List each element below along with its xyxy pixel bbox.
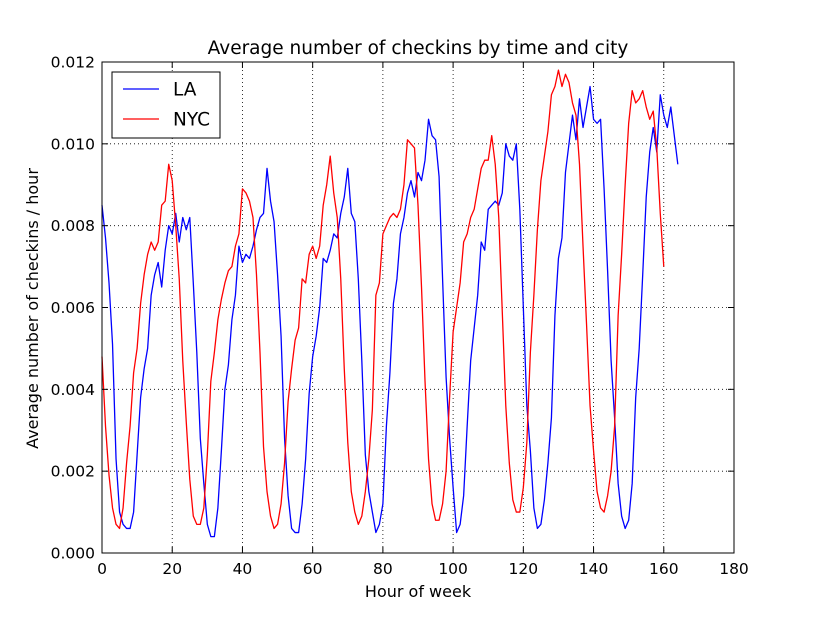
axis-ticks: 0 20 40 60 80 100 120 140 160 180 0.000 0.002 0.004 0… [51, 54, 749, 579]
y-tick-label: 0.012 [51, 54, 95, 72]
y-tick-label: 0.002 [51, 463, 95, 481]
x-tick-label: 160 [649, 560, 679, 578]
x-tick-label: 180 [719, 560, 749, 578]
x-tick-label: 140 [579, 560, 609, 578]
legend-label-nyc: NYC [173, 110, 210, 131]
series-line-la [101, 85, 679, 538]
legend-box [111, 71, 221, 139]
series-lines [101, 69, 679, 538]
x-axis-label: Hour of week [365, 582, 472, 601]
y-tick-label: 0.010 [51, 135, 95, 153]
y-tick-label: 0.000 [51, 545, 95, 563]
x-tick-label: 20 [162, 560, 182, 578]
legend-label-la: LA [173, 80, 197, 101]
x-tick-label: 120 [509, 560, 539, 578]
x-tick-label: 60 [303, 560, 323, 578]
y-tick-label: 0.008 [51, 217, 95, 235]
chart-title: Average number of checkins by time and c… [208, 38, 629, 59]
series-line-nyc [101, 69, 665, 530]
legend: LA NYC [111, 71, 221, 139]
y-tick-label: 0.006 [51, 299, 95, 317]
x-tick-label: 40 [233, 560, 253, 578]
x-tick-label: 100 [438, 560, 468, 578]
y-axis-label: Average number of checkins / hour [23, 168, 42, 449]
y-tick-label: 0.004 [51, 381, 95, 399]
x-tick-label: 80 [373, 560, 393, 578]
x-tick-label: 0 [97, 560, 107, 578]
